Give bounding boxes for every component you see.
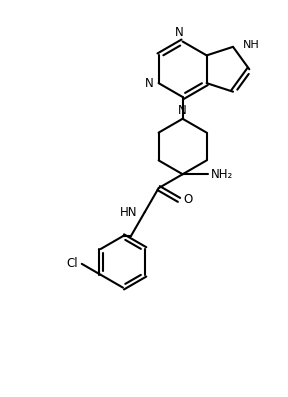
Text: HN: HN: [120, 206, 138, 219]
Text: N: N: [145, 77, 154, 90]
Text: NH₂: NH₂: [211, 168, 234, 181]
Text: N: N: [175, 26, 184, 39]
Text: Cl: Cl: [66, 257, 78, 270]
Text: NH: NH: [243, 40, 260, 50]
Text: O: O: [183, 193, 192, 206]
Text: N: N: [178, 104, 187, 118]
